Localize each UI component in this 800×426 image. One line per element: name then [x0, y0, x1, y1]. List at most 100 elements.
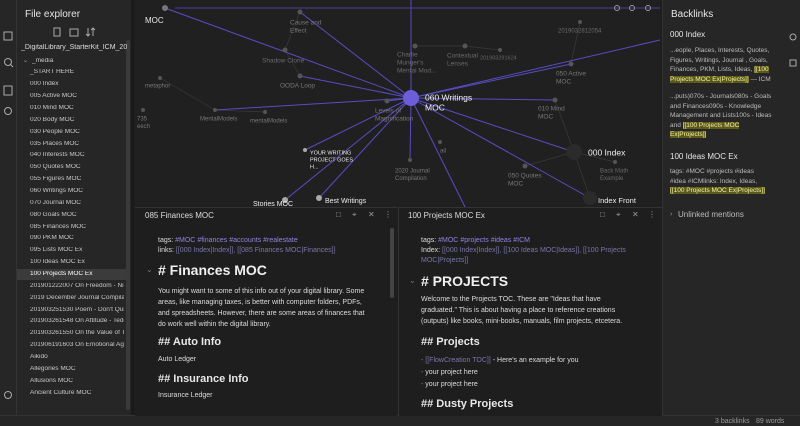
- pane-pin-icon[interactable]: ⌖: [616, 210, 621, 219]
- file-item[interactable]: Ancient Culture MOC: [30, 389, 92, 396]
- file-item[interactable]: 201901222007 On Freedom - Nick: [30, 282, 124, 289]
- graph-node[interactable]: [568, 61, 574, 67]
- context-text: #idea #ICMlinks: Index, Ideas,: [670, 177, 758, 185]
- pane-more-icon[interactable]: ⋮: [384, 210, 392, 219]
- graph-node[interactable]: [583, 191, 597, 205]
- file-item[interactable]: 201903261548 On Attitude - Teddy: [30, 318, 124, 325]
- file-item[interactable]: 040 Interests MOC: [30, 152, 85, 159]
- new-note-icon[interactable]: [53, 27, 61, 37]
- file-item[interactable]: 020 Body MOC: [30, 116, 75, 123]
- graph-node[interactable]: [213, 108, 217, 112]
- graph-node[interactable]: [498, 48, 502, 52]
- graph-node[interactable]: [297, 73, 303, 79]
- list-item: - [[FlowCreation TOC]] - Here's an examp…: [421, 357, 579, 364]
- graph-node[interactable]: [384, 98, 390, 104]
- splitter: [131, 0, 134, 415]
- graph-node[interactable]: [141, 108, 145, 112]
- file-item[interactable]: 095 Lists MOC Ex: [30, 247, 83, 254]
- file-item[interactable]: 100 Projects MOC Ex: [30, 270, 93, 277]
- file-item[interactable]: 100 Ideas MOC Ex: [30, 259, 85, 266]
- graph-node[interactable]: [162, 5, 168, 11]
- collapse-icon: ›: [670, 211, 673, 218]
- graph-edge-active: [410, 97, 556, 101]
- file-item[interactable]: 055 Figures MOC: [30, 176, 82, 183]
- file-item[interactable]: 035 Places MOC: [30, 140, 80, 147]
- graph-bg: [135, 0, 660, 207]
- file-item[interactable]: 085 Finances MOC: [30, 223, 86, 230]
- unlinked-mentions[interactable]: Unlinked mentions: [678, 210, 744, 219]
- pane-pin-icon[interactable]: ⌖: [352, 210, 357, 219]
- list-item: - your project here: [421, 381, 478, 388]
- graph-node[interactable]: [578, 20, 582, 24]
- graph-node[interactable]: [316, 195, 322, 201]
- graph-node[interactable]: [282, 197, 288, 203]
- sort-icon[interactable]: [85, 27, 96, 37]
- right-ribbon: [789, 33, 797, 67]
- file-item[interactable]: Aikido: [30, 354, 48, 360]
- file-item[interactable]: 030 People MOC: [30, 128, 80, 135]
- graph-node[interactable]: [263, 110, 267, 114]
- graph-node[interactable]: [297, 9, 303, 15]
- file-item[interactable]: 050 Quotes MOC: [30, 164, 81, 171]
- file-item[interactable]: Allegories MOC: [30, 365, 76, 372]
- graph-node[interactable]: [552, 97, 558, 103]
- graph-node[interactable]: [613, 160, 617, 164]
- pane-view-icon[interactable]: □: [336, 210, 341, 219]
- graph-node-label: 050 Quotes: [508, 173, 542, 180]
- graph-node[interactable]: [412, 43, 418, 49]
- icon-search[interactable]: [4, 58, 12, 66]
- file-item[interactable]: 201906191603 On Emotional Agility: [30, 342, 124, 349]
- file-item[interactable]: 005 Active MOC: [30, 93, 77, 100]
- file-item[interactable]: 2019 December Journal Compilation: [30, 294, 124, 301]
- graph-node[interactable]: [303, 148, 307, 152]
- graph-node[interactable]: [403, 90, 419, 106]
- backlinks-icon[interactable]: [789, 33, 797, 41]
- file-item[interactable]: 070 Journal MOC: [30, 199, 81, 206]
- file-item[interactable]: 201903251530 Poem - Don't Quit -: [30, 306, 124, 313]
- graph-node[interactable]: [408, 158, 412, 162]
- graph-edge-active: [299, 11, 412, 99]
- outgoing-icon[interactable]: [789, 59, 797, 67]
- file-item[interactable]: 090 PKM MOC: [30, 235, 74, 242]
- heading-2: ## Dusty Projects: [421, 398, 514, 410]
- graph-node-label: 060 Writings: [425, 92, 472, 102]
- wiki-link: MOC|Projects]]: [421, 257, 469, 264]
- file-item[interactable]: 000 Index: [30, 81, 59, 88]
- file-item[interactable]: _START HERE: [30, 69, 75, 76]
- backlink-context: Figures, Writings, Journal , Goals,: [670, 57, 768, 65]
- icon-settings[interactable]: [4, 391, 12, 399]
- pane-more-icon[interactable]: ⋮: [648, 210, 656, 219]
- folder[interactable]: _media: [32, 57, 54, 64]
- graph-node[interactable]: [158, 76, 162, 80]
- graph-node[interactable]: [522, 163, 528, 169]
- pane-view-icon[interactable]: □: [600, 210, 605, 219]
- graph-close-icon[interactable]: [629, 5, 635, 11]
- icon-files[interactable]: [3, 31, 13, 41]
- backlink-context: tags: #MOC #projects #ideas: [670, 168, 754, 176]
- graph-node[interactable]: [438, 140, 442, 144]
- backlink-context: [[100 Projects MOC Ex|Projects]]: [670, 187, 765, 195]
- paragraph-line: (outputs) like books, mini-books, manual…: [421, 318, 623, 325]
- graph-node[interactable]: [566, 144, 582, 160]
- graph-node[interactable]: [282, 47, 288, 53]
- graph-node-label: Index Front: [598, 196, 637, 205]
- file-item[interactable]: Allusions MOC: [30, 377, 73, 384]
- icon-star[interactable]: [3, 85, 13, 96]
- graph-node[interactable]: [462, 43, 468, 49]
- file-item[interactable]: 080 Goals MOC: [30, 211, 77, 218]
- graph-node-label: Back Math: [600, 169, 628, 175]
- file-item[interactable]: 060 Writings MOC: [30, 187, 83, 194]
- icon-graph[interactable]: [4, 107, 12, 115]
- explorer-scrollbar[interactable]: [126, 40, 130, 410]
- file-item[interactable]: 201903261550 On the Value of Tim: [30, 330, 124, 337]
- scrollbar[interactable]: [390, 228, 394, 298]
- graph-pin-icon[interactable]: [614, 5, 620, 11]
- graph-more-icon[interactable]: [645, 5, 651, 11]
- graph-node-label: Magnification: [375, 116, 414, 123]
- file-item[interactable]: 010 Mind MOC: [30, 104, 74, 111]
- graph-edge: [284, 11, 301, 51]
- pane-close-icon[interactable]: ✕: [368, 210, 375, 219]
- new-folder-icon[interactable]: [69, 28, 79, 37]
- pane-close-icon[interactable]: ✕: [632, 210, 639, 219]
